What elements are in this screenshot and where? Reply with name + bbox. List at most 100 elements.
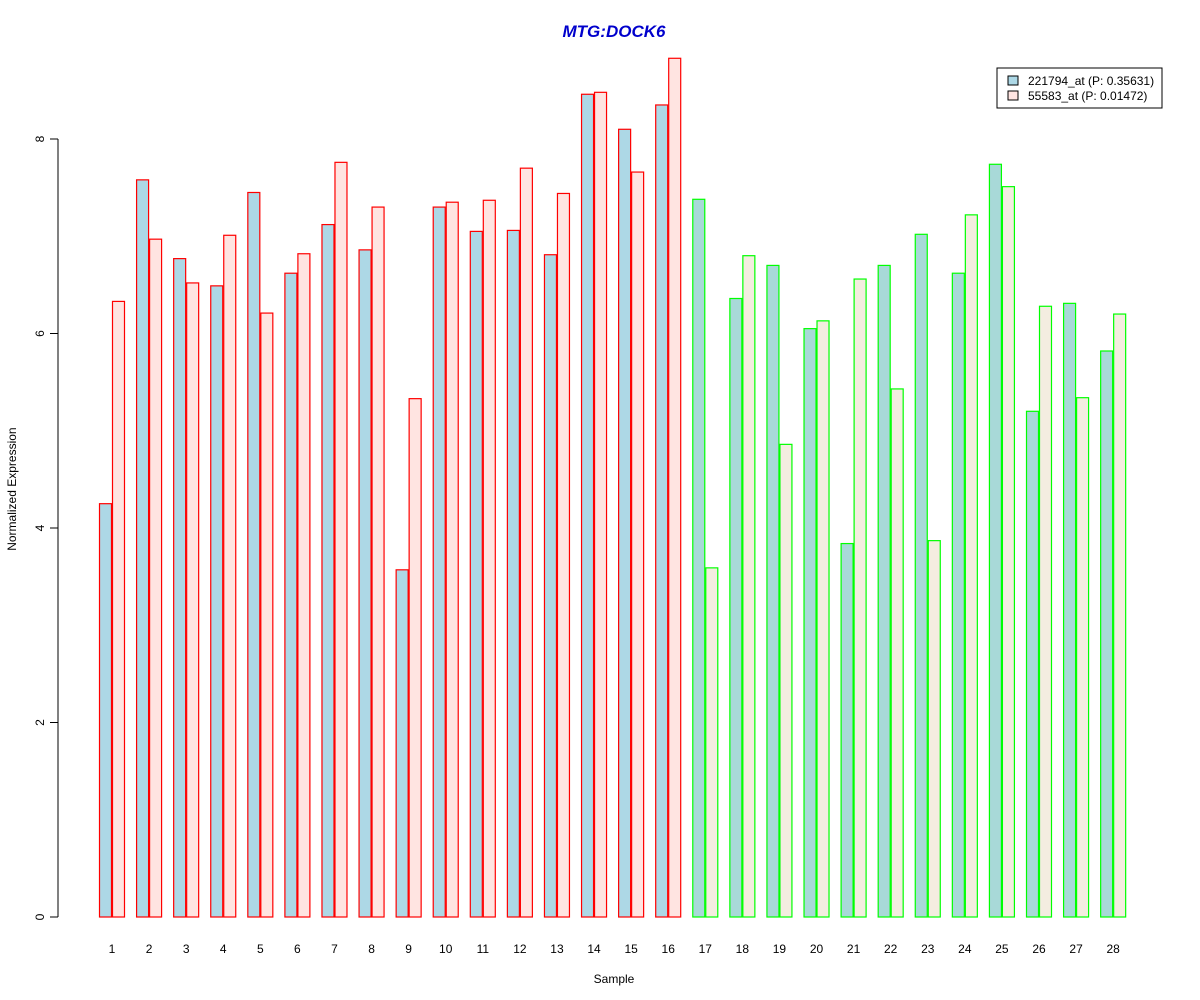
bar-sample-8-series-2: [371, 206, 385, 918]
bar-sample-23-series-2: [927, 540, 941, 918]
x-tick-label: 4: [220, 942, 227, 956]
bar-sample-1-series-2: [111, 300, 126, 918]
bar-sample-3-series-1: [173, 258, 187, 918]
x-tick-label: 1: [109, 942, 116, 956]
legend-swatch-series-1: [1007, 75, 1019, 86]
bar-sample-14-series-2: [593, 91, 608, 918]
bar-sample-10-series-1: [432, 206, 446, 918]
x-tick-label: 7: [331, 942, 338, 956]
bar-sample-15-series-2: [631, 171, 645, 918]
bar-sample-28-series-1: [1100, 350, 1114, 918]
bar-sample-5-series-1: [247, 191, 261, 918]
bar-sample-26-series-1: [1025, 410, 1040, 918]
bar-sample-27-series-1: [1062, 302, 1077, 918]
x-tick-label: 23: [921, 942, 935, 956]
x-tick-label: 8: [368, 942, 375, 956]
x-tick-label: 18: [736, 942, 750, 956]
bar-sample-16-series-2: [668, 57, 682, 918]
bar-sample-10-series-2: [445, 201, 459, 918]
bar-sample-28-series-2: [1113, 313, 1127, 918]
legend: 221794_at (P: 0.35631) 55583_at (P: 0.01…: [996, 67, 1163, 109]
bar-sample-11-series-2: [482, 199, 496, 918]
x-tick-label: 12: [513, 942, 527, 956]
bar-sample-27-series-2: [1075, 397, 1090, 918]
bar-sample-20-series-1: [803, 328, 817, 918]
x-tick-label: 2: [146, 942, 153, 956]
legend-swatch-series-2: [1007, 90, 1019, 101]
bar-sample-21-series-1: [840, 542, 854, 918]
x-tick-label: 5: [257, 942, 264, 956]
bar-sample-25-series-1: [988, 163, 1003, 918]
bar-sample-6-series-1: [284, 272, 298, 918]
bar-sample-19-series-2: [779, 443, 793, 918]
bar-sample-23-series-1: [914, 233, 928, 918]
x-tick-label: 10: [439, 942, 453, 956]
x-tick-labels: 1 2 3 4 5 6 7 8 9 10 11 12 13 14 15 16 17 18 19 20 21 22 23 24 2…: [109, 942, 1120, 956]
y-tick-label: 2: [33, 719, 47, 726]
x-tick-label: 3: [183, 942, 190, 956]
x-tick-label: 16: [662, 942, 676, 956]
bar-sample-14-series-1: [580, 93, 595, 918]
bar-sample-22-series-2: [890, 388, 904, 918]
legend-box: [996, 67, 1163, 109]
bar-sample-9-series-1: [395, 569, 409, 918]
bar-sample-8-series-1: [358, 249, 372, 918]
bars-layer: [98, 57, 1127, 918]
x-tick-label: 19: [773, 942, 787, 956]
bar-sample-15-series-1: [618, 128, 632, 918]
x-tick-label: 13: [550, 942, 564, 956]
bar-sample-5-series-2: [260, 312, 274, 918]
bar-sample-4-series-2: [223, 234, 237, 918]
y-tick-label: 6: [33, 330, 47, 337]
x-axis-label: Sample: [594, 972, 635, 986]
y-tick-label: 8: [33, 135, 47, 142]
x-tick-label: 20: [810, 942, 824, 956]
x-tick-label: 14: [587, 942, 601, 956]
x-tick-label: 26: [1032, 942, 1046, 956]
bar-sample-1-series-1: [98, 503, 113, 918]
bar-sample-9-series-2: [408, 398, 422, 918]
bar-sample-7-series-2: [334, 161, 348, 918]
bar-sample-12-series-2: [519, 167, 533, 918]
bar-sample-22-series-1: [877, 264, 891, 918]
legend-label-series-2: 55583_at (P: 0.01472): [1028, 89, 1147, 103]
bar-sample-24-series-2: [964, 214, 978, 918]
bar-sample-17-series-1: [692, 198, 706, 918]
x-tick-label: 27: [1069, 942, 1083, 956]
y-axis: 0 2 4 6 8: [33, 135, 59, 920]
x-tick-label: 22: [884, 942, 898, 956]
bar-sample-6-series-2: [297, 253, 311, 918]
y-axis-label: Normalized Expression: [5, 427, 19, 550]
bar-sample-2-series-2: [148, 238, 163, 918]
x-tick-label: 15: [624, 942, 638, 956]
bar-sample-25-series-2: [1001, 186, 1016, 918]
x-tick-label: 21: [847, 942, 861, 956]
bar-sample-3-series-2: [186, 282, 200, 918]
bar-sample-12-series-1: [506, 229, 520, 918]
y-tick-label: 4: [33, 524, 47, 531]
bar-sample-16-series-1: [655, 104, 669, 918]
bar-sample-11-series-1: [469, 230, 483, 918]
x-tick-label: 25: [995, 942, 1009, 956]
legend-label-series-1: 221794_at (P: 0.35631): [1028, 74, 1154, 88]
bar-sample-19-series-1: [766, 264, 780, 918]
x-tick-label: 9: [405, 942, 412, 956]
bar-sample-21-series-2: [853, 278, 867, 918]
x-tick-label: 28: [1106, 942, 1120, 956]
x-tick-label: 11: [477, 942, 490, 956]
y-tick-label: 0: [33, 913, 47, 920]
bar-sample-18-series-1: [729, 297, 743, 918]
bar-sample-18-series-2: [742, 255, 756, 918]
x-tick-label: 24: [958, 942, 972, 956]
bar-sample-13-series-2: [556, 192, 571, 918]
x-tick-label: 17: [699, 942, 713, 956]
bar-sample-7-series-1: [321, 223, 335, 918]
x-tick-label: 6: [294, 942, 301, 956]
bar-sample-17-series-2: [705, 567, 719, 918]
bar-sample-2-series-1: [135, 179, 150, 918]
chart-title: MTG:DOCK6: [563, 22, 666, 41]
bar-sample-20-series-2: [816, 320, 830, 918]
bar-sample-26-series-2: [1038, 305, 1053, 918]
